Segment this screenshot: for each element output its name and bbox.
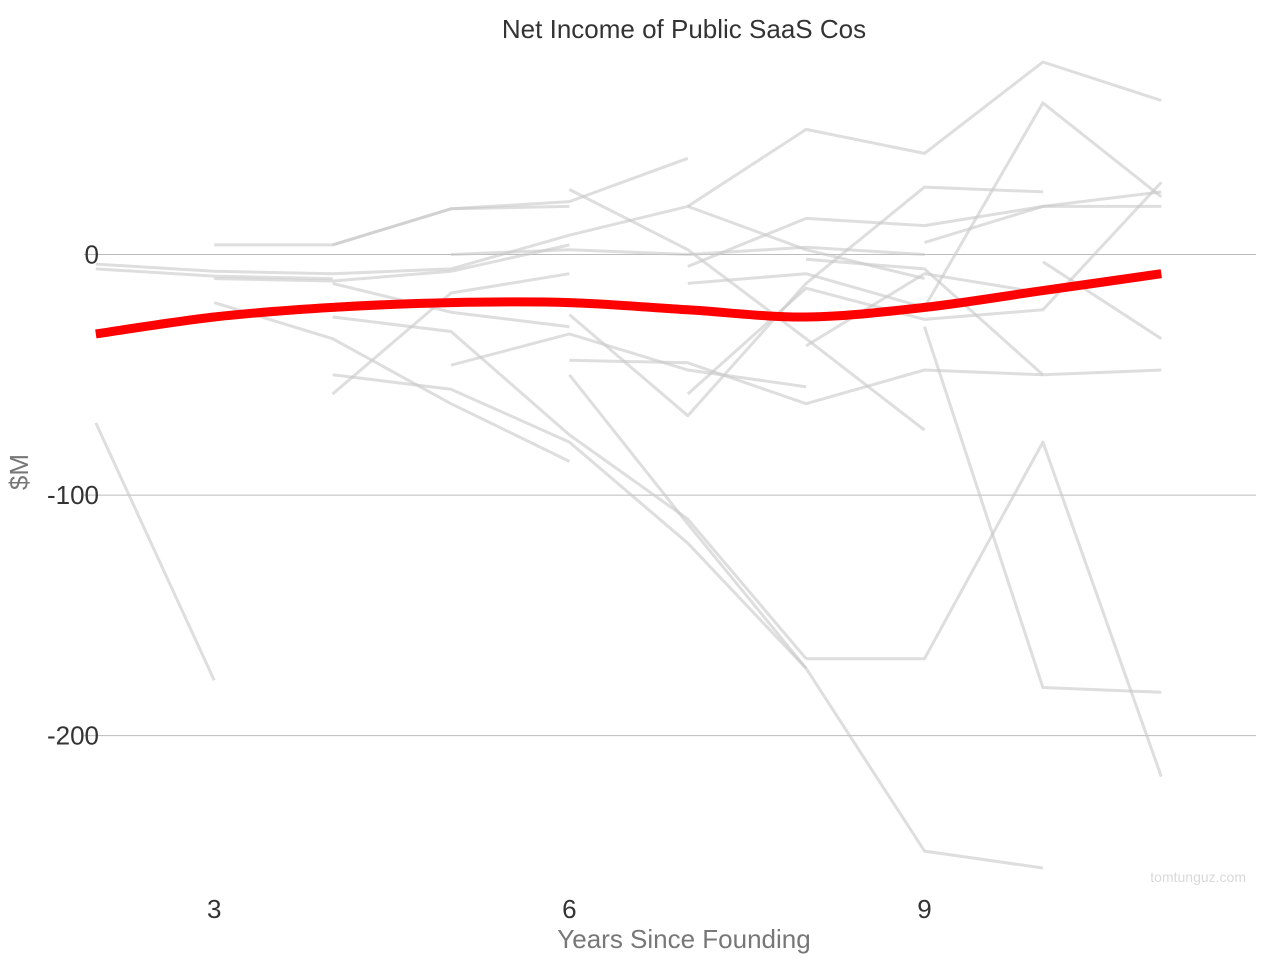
company-series-line bbox=[568, 373, 1044, 870]
credit-label: tomtunguz.com bbox=[1150, 869, 1246, 885]
company-series-line bbox=[332, 156, 689, 247]
company-series-line bbox=[95, 267, 333, 281]
company-series-line bbox=[95, 262, 452, 276]
company-series-line bbox=[686, 181, 1163, 396]
average-trend-line bbox=[95, 269, 1162, 339]
company-series-line bbox=[332, 315, 808, 660]
company-series-line bbox=[686, 60, 1162, 208]
company-series-line bbox=[214, 243, 570, 283]
company-series-line bbox=[805, 257, 1162, 377]
y-axis-label: $M bbox=[4, 454, 34, 490]
x-tick-label: 6 bbox=[562, 894, 576, 924]
company-series-line bbox=[568, 188, 926, 432]
company-series-line bbox=[332, 281, 570, 329]
company-series-line bbox=[569, 358, 1043, 406]
company-series-line bbox=[924, 190, 1162, 244]
gridlines bbox=[84, 253, 1256, 737]
background-series bbox=[94, 60, 1163, 870]
company-series-line bbox=[94, 422, 216, 681]
company-series-line bbox=[923, 326, 1162, 694]
company-series-line bbox=[450, 204, 925, 281]
company-series-line bbox=[687, 204, 1162, 268]
highlight-series bbox=[95, 269, 1162, 339]
company-series-line bbox=[331, 272, 570, 396]
company-series-line bbox=[568, 185, 1043, 418]
company-series-line bbox=[213, 301, 571, 463]
x-tick-label: 3 bbox=[207, 894, 221, 924]
x-tick-label: 9 bbox=[917, 894, 931, 924]
company-series-line bbox=[450, 332, 807, 389]
company-series-line bbox=[1042, 260, 1163, 340]
y-axis-ticks: 0 -100 -200 bbox=[47, 239, 99, 750]
chart-title: Net Income of Public SaaS Cos bbox=[502, 14, 866, 44]
y-tick-label: -200 bbox=[47, 721, 99, 751]
x-axis-ticks: 3 6 9 bbox=[207, 894, 932, 924]
y-tick-label: -100 bbox=[47, 480, 99, 510]
company-series-line bbox=[806, 440, 1163, 778]
x-axis-label: Years Since Founding bbox=[557, 924, 810, 954]
company-series-line bbox=[332, 373, 808, 670]
y-tick-label: 0 bbox=[85, 239, 99, 269]
